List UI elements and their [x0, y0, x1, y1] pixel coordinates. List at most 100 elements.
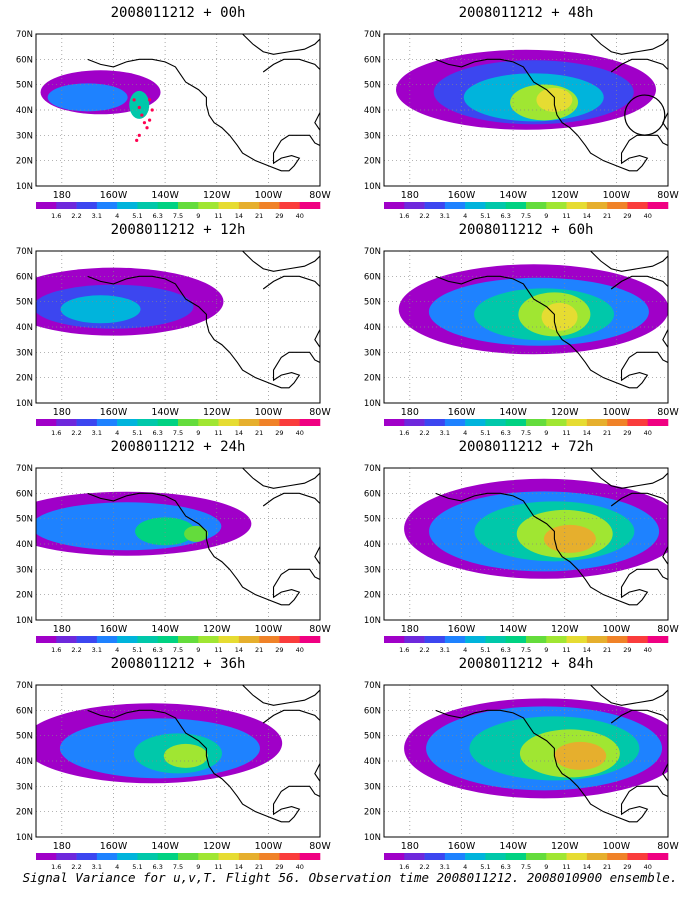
map-panel-48h: 2008011212 + 48h 70N 60N 50N 40N 30N 20N 10N 180…: [352, 4, 692, 222]
colorbar-label: 1.6: [399, 212, 409, 220]
gridlines: [384, 468, 668, 620]
colorbar-label: 29: [275, 212, 283, 220]
lat-label: 50N: [16, 298, 33, 308]
colorbar-label: 9: [544, 863, 548, 871]
lon-label: 120W: [551, 841, 579, 852]
colorbar-label: 6.3: [153, 863, 163, 871]
variance-field: [384, 685, 668, 837]
colorbar: 1.6 2.2 3.1 4 5.1 6.3 7.5 9 11 14 21 29 40: [36, 202, 321, 220]
colorbar-swatch: [526, 202, 547, 209]
colorbar-swatch: [76, 419, 98, 426]
colorbar-label: 7.5: [521, 646, 531, 654]
lon-label: 140W: [499, 624, 527, 635]
coastline: [435, 251, 668, 389]
colorbar-swatch: [76, 636, 98, 643]
colorbar-swatch: [444, 419, 466, 426]
colorbar-label: 11: [214, 429, 222, 437]
colorbar-swatch: [586, 202, 608, 209]
variance-field: [384, 468, 668, 620]
colorbar-swatch: [178, 419, 199, 426]
panel-title: 2008011212 + 12h: [110, 222, 246, 238]
colorbar-label: 6.3: [153, 212, 163, 220]
colorbar-label: 40: [296, 646, 304, 654]
colorbar-label: 2.2: [419, 646, 429, 654]
colorbar-swatch: [444, 853, 466, 860]
colorbar-swatch: [238, 853, 260, 860]
lat-label: 60N: [16, 706, 33, 716]
colorbar-label: 11: [562, 429, 570, 437]
colorbar-swatch: [546, 636, 567, 643]
colorbar-label: 29: [275, 646, 283, 654]
lon-label: 140W: [499, 841, 527, 852]
lat-label: 20N: [16, 591, 33, 601]
colorbar-label: 1.6: [399, 863, 409, 871]
lat-label: 10N: [16, 833, 33, 843]
lat-label: 10N: [364, 182, 381, 192]
coastline: [87, 468, 320, 606]
panel-title: 2008011212 + 60h: [458, 222, 594, 238]
colorbar-swatch: [299, 202, 321, 209]
panel-title: 2008011212 + 00h: [110, 5, 246, 21]
colorbar-swatch: [299, 636, 321, 643]
colorbar-swatch: [607, 636, 628, 643]
colorbar: 1.6 2.2 3.1 4 5.1 6.3 7.5 9 11 14 21 29 40: [384, 853, 669, 871]
colorbar-swatch: [299, 419, 321, 426]
colorbar-label: 4: [463, 212, 467, 220]
lat-label: 40N: [364, 757, 381, 767]
colorbar-label: 40: [644, 212, 652, 220]
colorbar-swatch: [36, 636, 57, 643]
colorbar-label: 6.3: [501, 212, 511, 220]
colorbar: 1.6 2.2 3.1 4 5.1 6.3 7.5 9 11 14 21 29 40: [36, 636, 321, 654]
lon-label: 100W: [603, 841, 631, 852]
colorbar-swatch: [647, 202, 669, 209]
colorbar-label: 11: [562, 212, 570, 220]
lat-label: 40N: [364, 323, 381, 333]
colorbar-swatch: [279, 419, 301, 426]
colorbar-swatch: [465, 202, 486, 209]
lon-label: 160W: [100, 624, 128, 635]
colorbar-swatch: [218, 202, 240, 209]
flight-track-point: [132, 98, 136, 102]
colorbar-swatch: [566, 853, 588, 860]
variance-field: [384, 251, 668, 403]
colorbar-label: 9: [196, 429, 200, 437]
colorbar: 1.6 2.2 3.1 4 5.1 6.3 7.5 9 11 14 21 29 40: [384, 419, 669, 437]
lon-label: 180: [401, 841, 419, 852]
colorbar-swatch: [198, 853, 219, 860]
gridlines: [384, 685, 668, 837]
colorbar-swatch: [384, 853, 405, 860]
colorbar-label: 14: [235, 646, 243, 654]
colorbar-label: 21: [255, 212, 263, 220]
colorbar-swatch: [137, 419, 159, 426]
map-plot: 70N 60N 50N 40N 30N 20N 10N 180 160W 140W 120W 100W…: [364, 30, 680, 220]
lat-label: 50N: [364, 298, 381, 308]
lat-label: 10N: [16, 616, 33, 626]
coastline: [435, 468, 668, 606]
lon-label: 180: [53, 624, 71, 635]
colorbar-label: 9: [544, 429, 548, 437]
gridlines: [384, 251, 668, 403]
lon-label: 120W: [203, 841, 231, 852]
panel-title: 2008011212 + 72h: [458, 439, 594, 455]
lat-label: 70N: [16, 30, 33, 40]
colorbar: 1.6 2.2 3.1 4 5.1 6.3 7.5 9 11 14 21 29 40: [36, 419, 321, 437]
map-panel-12h: 2008011212 + 12h 70N 60N 50N 40N 30N 20N 10N 180…: [4, 221, 344, 439]
colorbar-label: 3.1: [440, 429, 450, 437]
colorbar-label: 6.3: [501, 646, 511, 654]
colorbar-swatch: [117, 636, 138, 643]
colorbar-swatch: [627, 636, 649, 643]
flight-track-point: [140, 113, 144, 117]
colorbar-label: 3.1: [440, 863, 450, 871]
map-panel-84h: 2008011212 + 84h 70N 60N 50N 40N 30N 20N 10N 180…: [352, 655, 692, 873]
lat-label: 10N: [16, 182, 33, 192]
colorbar-swatch: [485, 853, 507, 860]
lon-label: 160W: [448, 190, 476, 201]
coastline: [87, 685, 320, 823]
colorbar-label: 1.6: [51, 212, 61, 220]
colorbar-swatch: [198, 636, 219, 643]
map-plot: 70N 60N 50N 40N 30N 20N 10N 180 160W 140W 120W 100W…: [364, 464, 680, 654]
colorbar-swatch: [566, 419, 588, 426]
lon-label: 140W: [151, 841, 179, 852]
colorbar-label: 5.1: [132, 646, 142, 654]
colorbar-swatch: [36, 419, 57, 426]
